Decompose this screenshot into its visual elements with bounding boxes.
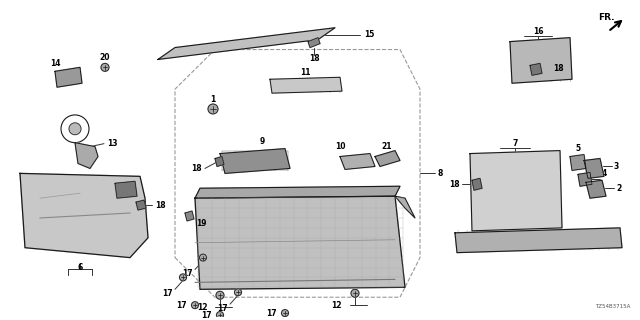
Text: 8: 8 (438, 169, 444, 178)
Text: 3: 3 (614, 162, 620, 171)
Text: 4: 4 (602, 169, 607, 178)
Polygon shape (375, 151, 400, 166)
Polygon shape (270, 77, 342, 93)
Text: 18: 18 (308, 54, 319, 63)
Circle shape (191, 302, 198, 308)
Polygon shape (395, 196, 415, 218)
Text: 1: 1 (211, 95, 216, 104)
Text: 19: 19 (196, 220, 207, 228)
Circle shape (179, 274, 186, 281)
Text: 17: 17 (163, 289, 173, 298)
Text: 17: 17 (177, 301, 187, 310)
Polygon shape (55, 68, 82, 87)
Text: 6: 6 (77, 263, 83, 272)
Polygon shape (470, 151, 562, 231)
Polygon shape (584, 158, 604, 178)
Polygon shape (20, 173, 148, 258)
Circle shape (208, 104, 218, 114)
Text: 5: 5 (575, 144, 580, 153)
Polygon shape (455, 228, 622, 253)
Polygon shape (215, 156, 224, 166)
Polygon shape (570, 155, 586, 171)
Text: TZ54B3715A: TZ54B3715A (595, 304, 630, 309)
Text: 10: 10 (335, 142, 345, 151)
Polygon shape (530, 63, 542, 75)
Text: 9: 9 (259, 137, 264, 146)
Polygon shape (220, 148, 290, 173)
Text: 18: 18 (553, 64, 564, 73)
Circle shape (200, 254, 207, 261)
Polygon shape (195, 196, 405, 289)
Text: 7: 7 (512, 139, 518, 148)
Circle shape (234, 289, 241, 296)
Text: 13: 13 (107, 139, 118, 148)
Polygon shape (578, 172, 592, 186)
Text: 17: 17 (202, 310, 212, 320)
Text: 17: 17 (182, 269, 193, 278)
Polygon shape (195, 186, 400, 198)
Text: 15: 15 (364, 30, 374, 39)
Text: 18: 18 (155, 201, 166, 210)
Text: 21: 21 (381, 142, 392, 151)
Circle shape (282, 310, 289, 316)
Text: 12: 12 (332, 301, 342, 310)
Polygon shape (136, 200, 146, 210)
Text: 17: 17 (266, 308, 277, 317)
Polygon shape (308, 38, 320, 48)
Text: 16: 16 (532, 27, 543, 36)
Circle shape (216, 291, 224, 299)
Polygon shape (472, 178, 482, 190)
Circle shape (216, 312, 223, 318)
Text: 14: 14 (50, 59, 60, 68)
Polygon shape (158, 28, 335, 60)
Text: 20: 20 (100, 53, 110, 62)
Polygon shape (340, 154, 375, 169)
Text: 17: 17 (218, 304, 228, 313)
Text: 18: 18 (449, 180, 460, 189)
Polygon shape (75, 143, 98, 168)
Polygon shape (586, 180, 606, 198)
Circle shape (101, 63, 109, 71)
Polygon shape (510, 38, 572, 83)
Circle shape (351, 289, 359, 297)
Text: 12: 12 (198, 303, 208, 312)
Circle shape (69, 123, 81, 135)
Text: 2: 2 (616, 184, 621, 193)
Polygon shape (185, 211, 194, 221)
Text: 18: 18 (191, 164, 202, 173)
Polygon shape (115, 181, 137, 198)
Text: FR.: FR. (598, 13, 614, 22)
Text: 11: 11 (300, 68, 310, 77)
